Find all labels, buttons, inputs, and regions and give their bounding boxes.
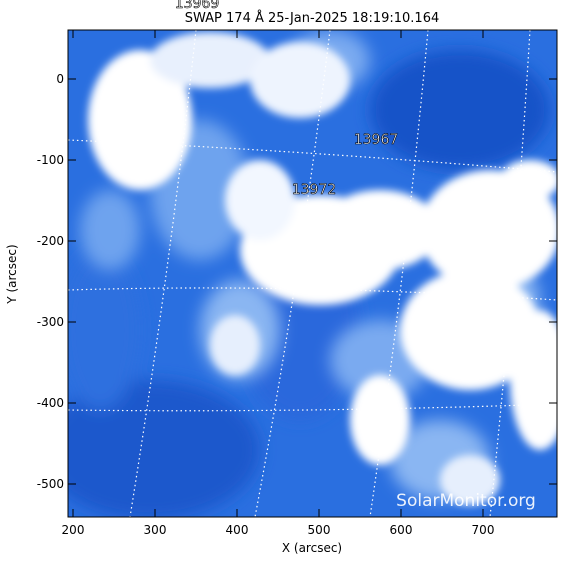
x-tick-label: 300 bbox=[144, 523, 167, 537]
active-region-label: 13972 bbox=[292, 182, 337, 198]
active-region-label: 13967 bbox=[354, 132, 399, 148]
x-tick-label: 400 bbox=[226, 523, 249, 537]
plot-frame bbox=[67, 29, 558, 518]
y-tick-label: -300 bbox=[37, 315, 64, 329]
coordinate-grid bbox=[68, 30, 557, 517]
active-region-label-top: 13969 bbox=[175, 0, 220, 12]
x-axis-ticks: 200 300 400 500 600 700 bbox=[62, 30, 495, 537]
x-tick-label: 200 bbox=[62, 523, 85, 537]
y-tick-label: 0 bbox=[56, 72, 64, 86]
x-tick-label: 700 bbox=[472, 523, 495, 537]
image-title: SWAP 174 Å 25-Jan-2025 18:19:10.164 bbox=[185, 10, 439, 26]
x-tick-label: 600 bbox=[390, 523, 413, 537]
y-tick-label: -100 bbox=[37, 153, 64, 167]
y-axis-ticks: 0 -100 -200 -300 -400 -500 bbox=[37, 72, 557, 491]
y-tick-label: -500 bbox=[37, 477, 64, 491]
y-tick-label: -200 bbox=[37, 234, 64, 248]
x-axis-label: X (arcsec) bbox=[282, 541, 342, 555]
y-tick-label: -400 bbox=[37, 396, 64, 410]
watermark: SolarMonitor.org bbox=[396, 491, 536, 511]
y-axis-label: Y (arcsec) bbox=[5, 244, 19, 304]
solar-image: 13969 13967 13972 SolarMonitor.org bbox=[68, 30, 557, 517]
x-tick-label: 500 bbox=[308, 523, 331, 537]
